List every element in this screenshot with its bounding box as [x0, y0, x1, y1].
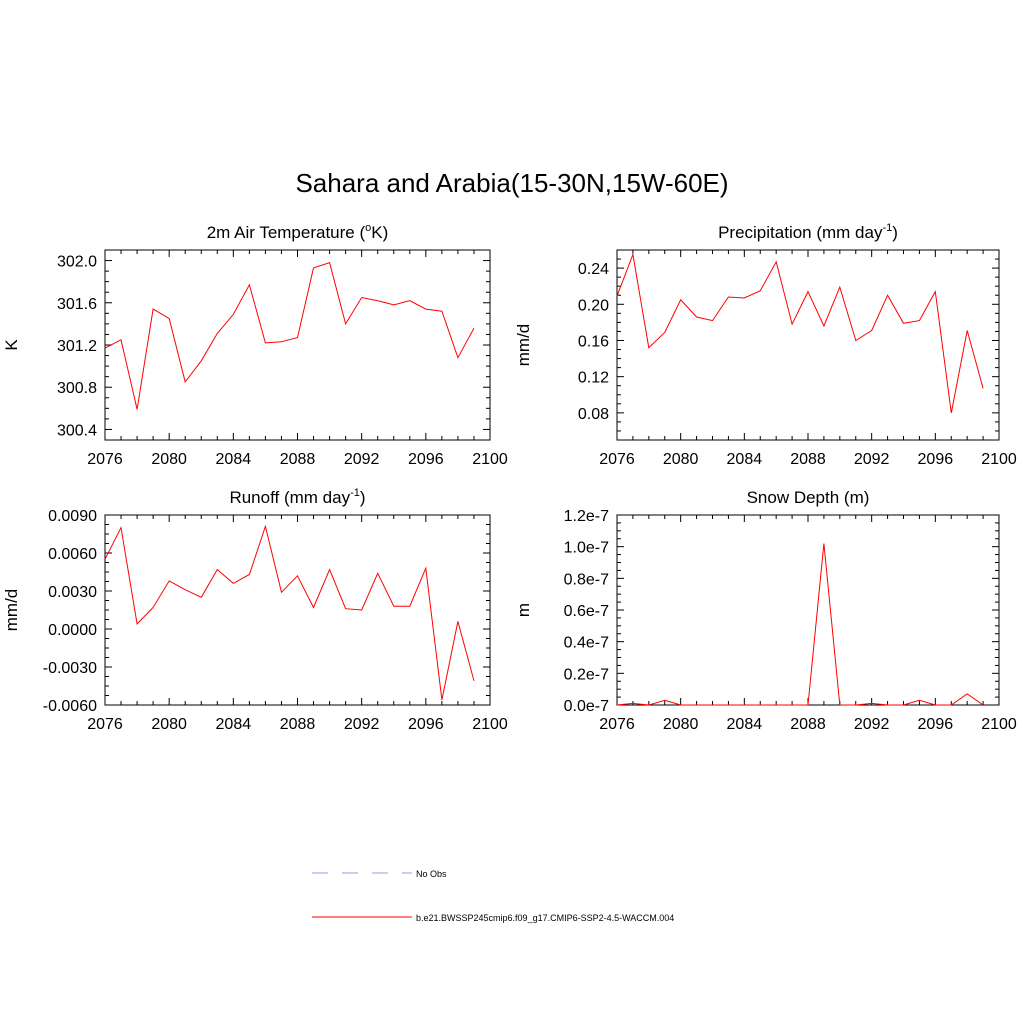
- y-tick-label: 301.2: [57, 338, 97, 355]
- panel-title: 2m Air Temperature (oK): [207, 222, 389, 242]
- y-tick-label: 0.0030: [48, 584, 97, 601]
- y-tick-label: 0.24: [578, 261, 609, 278]
- legend-label-2: b.e21.BWSSP245cmip6.f09_g17.CMIP6-SSP2-4…: [416, 913, 674, 923]
- y-axis-label: mm/d: [514, 324, 533, 367]
- y-tick-label: 0.0000: [48, 622, 97, 639]
- panel-title-main: Precipitation (mm day: [718, 223, 883, 242]
- y-tick-label: 300.8: [57, 380, 97, 397]
- x-tick-label: 2100: [472, 451, 508, 468]
- x-tick-label: 2080: [663, 716, 699, 733]
- y-tick-label: 1.2e-7: [564, 508, 609, 525]
- x-tick-label: 2084: [216, 451, 252, 468]
- chart-panel-3: Runoff (mm day-1) mm/d 2076 2080 2084 2088 209…: [2, 487, 508, 733]
- series-line-1: [104, 524, 475, 700]
- y-axis-label: K: [2, 339, 21, 351]
- legend-label-1: No Obs: [416, 869, 447, 879]
- y-tick-label: 0.08: [578, 406, 609, 423]
- y-tick-label: 302.0: [57, 254, 97, 271]
- panel-title-sup: o: [365, 222, 371, 234]
- panel-title-main: 2m Air Temperature (: [207, 223, 366, 242]
- x-tick-label: 2096: [408, 451, 444, 468]
- y-tick-label: 0.6e-7: [564, 603, 609, 620]
- y-axis-label: m: [514, 603, 533, 617]
- panel-title: Snow Depth (m): [747, 488, 870, 507]
- x-tick-label: 2084: [727, 451, 763, 468]
- plot-frame: [104, 249, 491, 441]
- x-tick-label: 2092: [854, 716, 890, 733]
- x-tick-label: 2092: [854, 451, 890, 468]
- x-tick-label: 2076: [87, 716, 123, 733]
- x-tick-label: 2096: [918, 451, 954, 468]
- x-tick-label: 2088: [280, 451, 316, 468]
- x-tick-label: 2096: [408, 716, 444, 733]
- x-tick-label: 2092: [344, 451, 380, 468]
- y-tick-label: 1.0e-7: [564, 540, 609, 557]
- y-tick-label: 0.12: [578, 370, 609, 387]
- x-tick-label: 2100: [981, 716, 1017, 733]
- series-line-1: [104, 262, 475, 410]
- chart-panel-4: Snow Depth (m) m 2076 2080 2084 2088 2092 2096 2…: [514, 488, 1017, 733]
- x-tick-label: 2088: [790, 451, 826, 468]
- y-tick-label: -0.0060: [43, 698, 97, 715]
- y-tick-label: 0.0090: [48, 508, 97, 525]
- x-tick-label: 2092: [344, 716, 380, 733]
- y-tick-label: 0.0060: [48, 546, 97, 563]
- series-line-1: [616, 543, 984, 706]
- x-tick-label: 2100: [981, 451, 1017, 468]
- panel-title: Precipitation (mm day-1): [718, 222, 898, 242]
- plot-frame: [616, 514, 1000, 706]
- x-tick-label: 2084: [727, 716, 763, 733]
- legend: No Obs b.e21.BWSSP245cmip6.f09_g17.CMIP6-…: [312, 869, 674, 923]
- figure-title: Sahara and Arabia(15-30N,15W-60E): [295, 168, 729, 198]
- x-tick-label: 2088: [280, 716, 316, 733]
- x-tick-label: 2100: [472, 716, 508, 733]
- panel-title-tail: K): [371, 223, 388, 242]
- panel-title-sup: -1: [350, 487, 360, 499]
- series-line-1: [616, 252, 984, 413]
- panel-title-main: Runoff (mm day: [229, 488, 350, 507]
- panel-title-tail: ): [360, 488, 366, 507]
- y-tick-label: 0.20: [578, 297, 609, 314]
- y-tick-label: 0.4e-7: [564, 635, 609, 652]
- panel-title-main: Snow Depth (m): [747, 488, 870, 507]
- y-tick-label: -0.0030: [43, 660, 97, 677]
- x-tick-label: 2080: [151, 451, 187, 468]
- x-tick-label: 2080: [151, 716, 187, 733]
- y-axis-label: mm/d: [2, 589, 21, 632]
- y-tick-label: 0.2e-7: [564, 666, 609, 683]
- y-tick-label: 0.8e-7: [564, 571, 609, 588]
- x-tick-label: 2076: [599, 716, 635, 733]
- plot-frame: [616, 249, 1000, 441]
- chart-panel-2: Precipitation (mm day-1) mm/d 2076 2080 2084…: [514, 222, 1017, 468]
- panel-title: Runoff (mm day-1): [229, 487, 365, 507]
- plot-frame: [104, 514, 491, 706]
- x-tick-label: 2096: [918, 716, 954, 733]
- x-tick-label: 2084: [216, 716, 252, 733]
- x-tick-label: 2076: [599, 451, 635, 468]
- chart-panel-1: 2m Air Temperature (oK) K 2076 2080 2084 2088…: [2, 222, 508, 468]
- y-tick-label: 301.6: [57, 296, 97, 313]
- x-tick-label: 2076: [87, 451, 123, 468]
- y-tick-label: 0.0e-7: [564, 698, 609, 715]
- x-tick-label: 2088: [790, 716, 826, 733]
- panel-title-sup: -1: [882, 222, 892, 234]
- panel-title-tail: ): [892, 223, 898, 242]
- y-tick-label: 0.16: [578, 333, 609, 350]
- x-tick-label: 2080: [663, 451, 699, 468]
- y-tick-label: 300.4: [57, 422, 97, 439]
